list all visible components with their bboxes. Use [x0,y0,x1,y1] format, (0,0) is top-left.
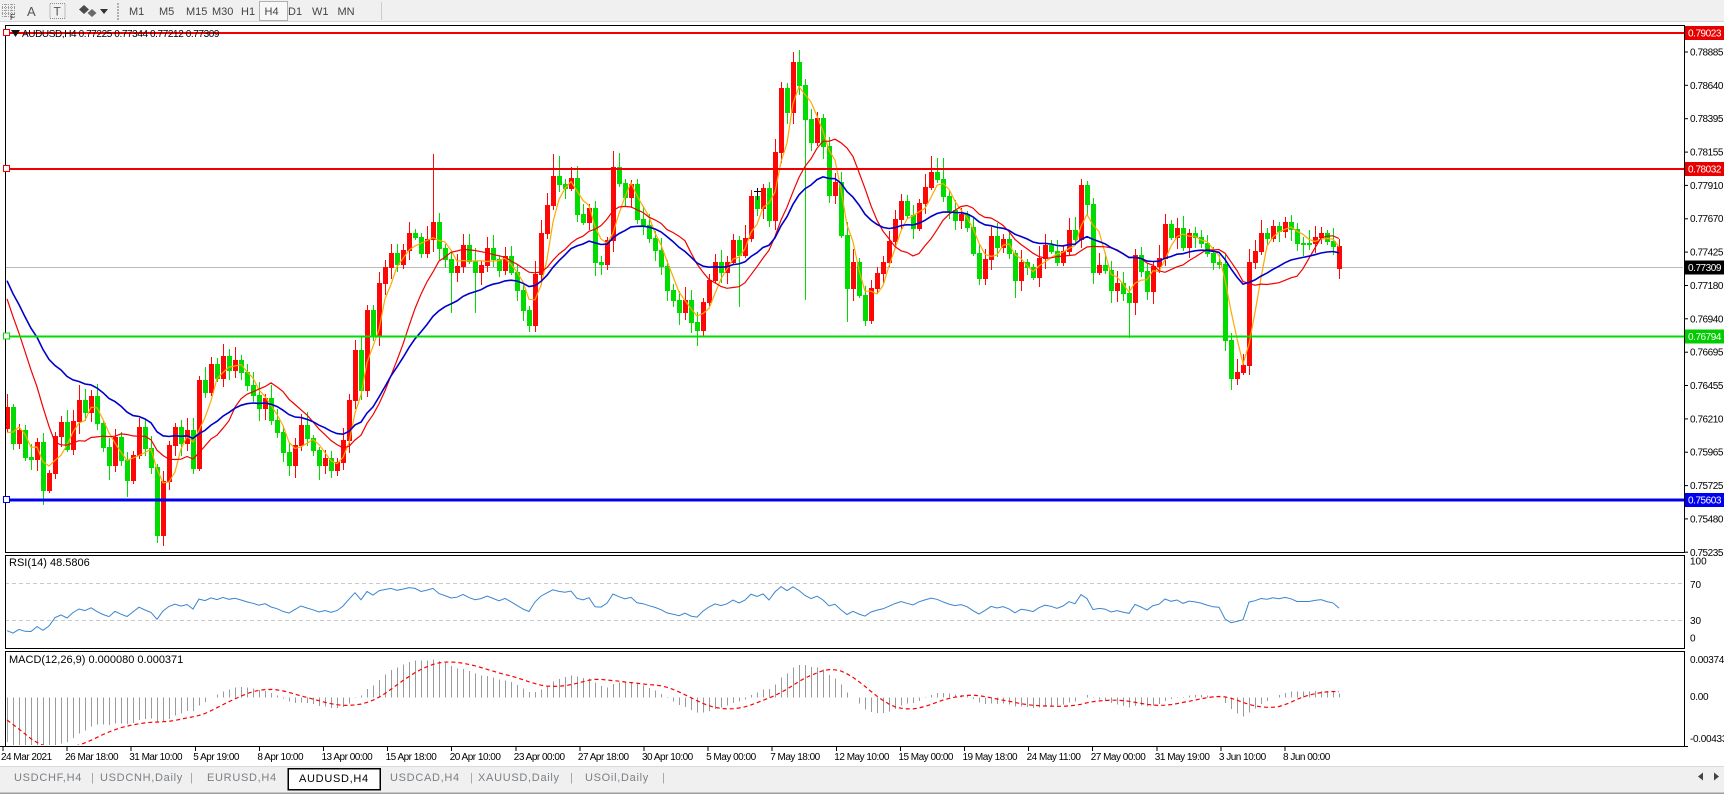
svg-text:31 May 19:00: 31 May 19:00 [1155,752,1211,763]
svg-text:0.77180: 0.77180 [1690,281,1724,292]
svg-text:19 May 18:00: 19 May 18:00 [963,752,1019,763]
svg-text:30: 30 [1690,616,1702,627]
svg-text:0.76455: 0.76455 [1690,381,1724,392]
svg-text:20 Apr 10:00: 20 Apr 10:00 [450,752,502,763]
svg-text:0.75480: 0.75480 [1690,514,1724,525]
svg-text:3 Jun 10:00: 3 Jun 10:00 [1219,752,1267,763]
svg-text:EURUSD,H4: EURUSD,H4 [207,772,277,784]
svg-text:0.76695: 0.76695 [1690,348,1724,359]
svg-text:M30: M30 [212,6,233,18]
svg-text:-0.00433: -0.00433 [1690,734,1724,745]
svg-text:MACD(12,26,9) 0.000080 0.00037: MACD(12,26,9) 0.000080 0.000371 [9,654,183,666]
svg-text:12 May 10:00: 12 May 10:00 [834,752,890,763]
svg-text:AUDUSD,H4 0.77225 0.77344 0.7: AUDUSD,H4 0.77225 0.77344 0.77212 0.7730… [22,29,220,40]
svg-text:23 Apr 00:00: 23 Apr 00:00 [514,752,566,763]
svg-text:A: A [27,4,36,19]
svg-text:W1: W1 [312,6,329,18]
svg-text:USDCNH,Daily: USDCNH,Daily [100,772,183,784]
svg-text:13 Apr 00:00: 13 Apr 00:00 [322,752,374,763]
svg-text:M5: M5 [159,6,174,18]
svg-text:XAUUSD,Daily: XAUUSD,Daily [478,772,560,784]
svg-text:0.77670: 0.77670 [1690,214,1724,225]
svg-text:AUDUSD,H4: AUDUSD,H4 [299,773,369,785]
svg-text:|: | [91,772,94,784]
svg-text:70: 70 [1690,580,1702,591]
svg-text:0.77309: 0.77309 [1688,263,1722,274]
svg-text:|: | [570,772,573,784]
svg-text:5 Apr 19:00: 5 Apr 19:00 [193,752,240,763]
svg-text:0.79023: 0.79023 [1688,29,1722,40]
svg-text:RSI(14) 48.5806: RSI(14) 48.5806 [9,557,90,569]
svg-text:USDCHF,H4: USDCHF,H4 [14,772,82,784]
svg-text:8 Apr 10:00: 8 Apr 10:00 [257,752,304,763]
svg-text:24 May 11:00: 24 May 11:00 [1027,752,1082,763]
svg-text:0.75965: 0.75965 [1690,448,1724,459]
svg-text:0.76210: 0.76210 [1690,414,1724,425]
svg-text:0.78032: 0.78032 [1688,165,1722,176]
svg-text:5 May 00:00: 5 May 00:00 [706,752,756,763]
svg-text:0.78395: 0.78395 [1690,114,1724,125]
svg-text:27 Apr 18:00: 27 Apr 18:00 [578,752,630,763]
svg-text:|: | [190,772,193,784]
svg-text:MN: MN [338,6,355,18]
svg-text:30 Apr 10:00: 30 Apr 10:00 [642,752,694,763]
svg-text:H1: H1 [241,6,255,18]
svg-text:F: F [10,13,15,22]
svg-text:0: 0 [1690,634,1696,645]
svg-text:0.77910: 0.77910 [1690,181,1724,192]
svg-text:USOil,Daily: USOil,Daily [585,772,649,784]
svg-text:0.00: 0.00 [1690,692,1709,703]
svg-text:0.78640: 0.78640 [1690,81,1724,92]
svg-text:0.76940: 0.76940 [1690,314,1724,325]
svg-text:0.78885: 0.78885 [1690,48,1724,59]
svg-text:D1: D1 [288,6,302,18]
svg-text:0.75235: 0.75235 [1690,548,1724,559]
svg-text:31 Mar 10:00: 31 Mar 10:00 [129,752,183,763]
svg-text:15 May 00:00: 15 May 00:00 [898,752,954,763]
svg-text:M15: M15 [186,6,207,18]
svg-text:8 Jun 00:00: 8 Jun 00:00 [1283,752,1331,763]
svg-text:0.75603: 0.75603 [1688,496,1722,507]
svg-text:0.78155: 0.78155 [1690,148,1724,159]
svg-text:0.00374: 0.00374 [1690,655,1724,666]
svg-text:15 Apr 18:00: 15 Apr 18:00 [386,752,438,763]
svg-text:0.77425: 0.77425 [1690,248,1724,259]
svg-text:0.76794: 0.76794 [1688,332,1722,343]
svg-text:0.75725: 0.75725 [1690,481,1724,492]
svg-text:26 Mar 18:00: 26 Mar 18:00 [65,752,119,763]
svg-text:M1: M1 [129,6,144,18]
svg-text:7 May 18:00: 7 May 18:00 [770,752,820,763]
svg-text:H4: H4 [265,6,279,18]
svg-text:USDCAD,H4: USDCAD,H4 [390,772,460,784]
svg-text:100: 100 [1690,557,1707,568]
svg-text:T: T [54,5,62,19]
svg-text:|: | [662,772,665,784]
svg-text:27 May 00:00: 27 May 00:00 [1091,752,1147,763]
svg-text:|: | [470,772,473,784]
svg-text:24 Mar 2021: 24 Mar 2021 [1,752,53,763]
